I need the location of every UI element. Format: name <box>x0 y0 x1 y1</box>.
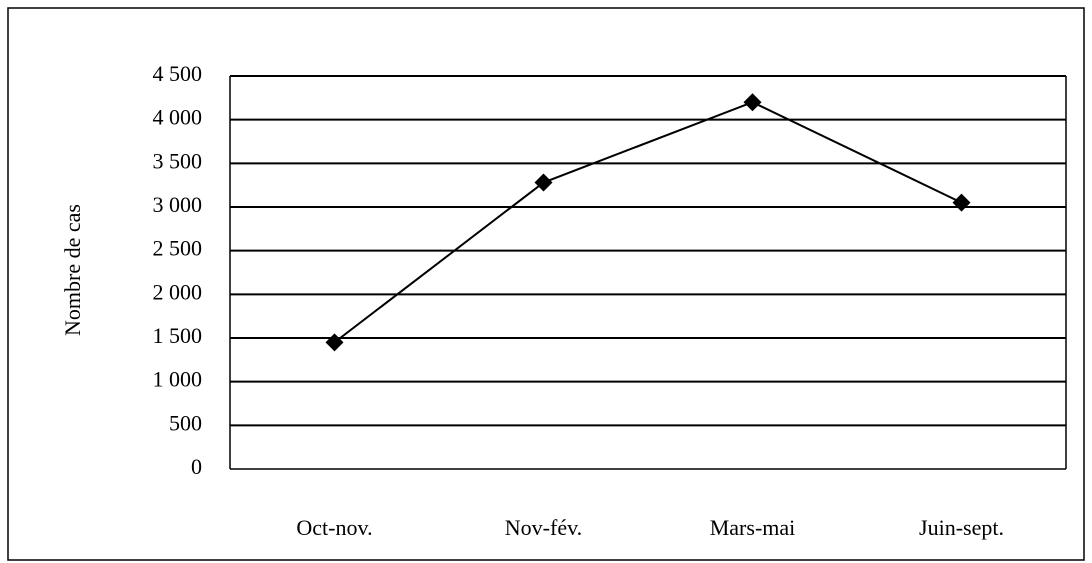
x-tick-label: Nov-fév. <box>505 515 582 540</box>
x-tick-label: Mars-mai <box>710 515 796 540</box>
chart-frame <box>7 7 1085 561</box>
marker <box>325 333 344 352</box>
y-tick-label: 3 500 <box>153 148 203 173</box>
y-tick-label: 500 <box>169 410 202 435</box>
y-axis-label: Nombre de cas <box>60 204 85 336</box>
y-tick-label: 2 000 <box>153 279 203 304</box>
x-tick-label: Oct-nov. <box>296 515 372 540</box>
y-tick-label: 4 500 <box>153 61 203 86</box>
marker <box>743 93 762 112</box>
y-tick-label: 2 500 <box>153 236 203 261</box>
y-tick-label: 1 000 <box>153 367 203 392</box>
y-tick-label: 0 <box>191 454 202 479</box>
marker <box>534 173 553 192</box>
line <box>333 101 962 344</box>
y-tick-label: 3 000 <box>153 192 203 217</box>
y-tick-label: 1 500 <box>153 323 203 348</box>
y-tick-label: 4 000 <box>153 105 203 130</box>
marker <box>952 193 971 212</box>
x-tick-label: Juin-sept. <box>919 515 1004 540</box>
